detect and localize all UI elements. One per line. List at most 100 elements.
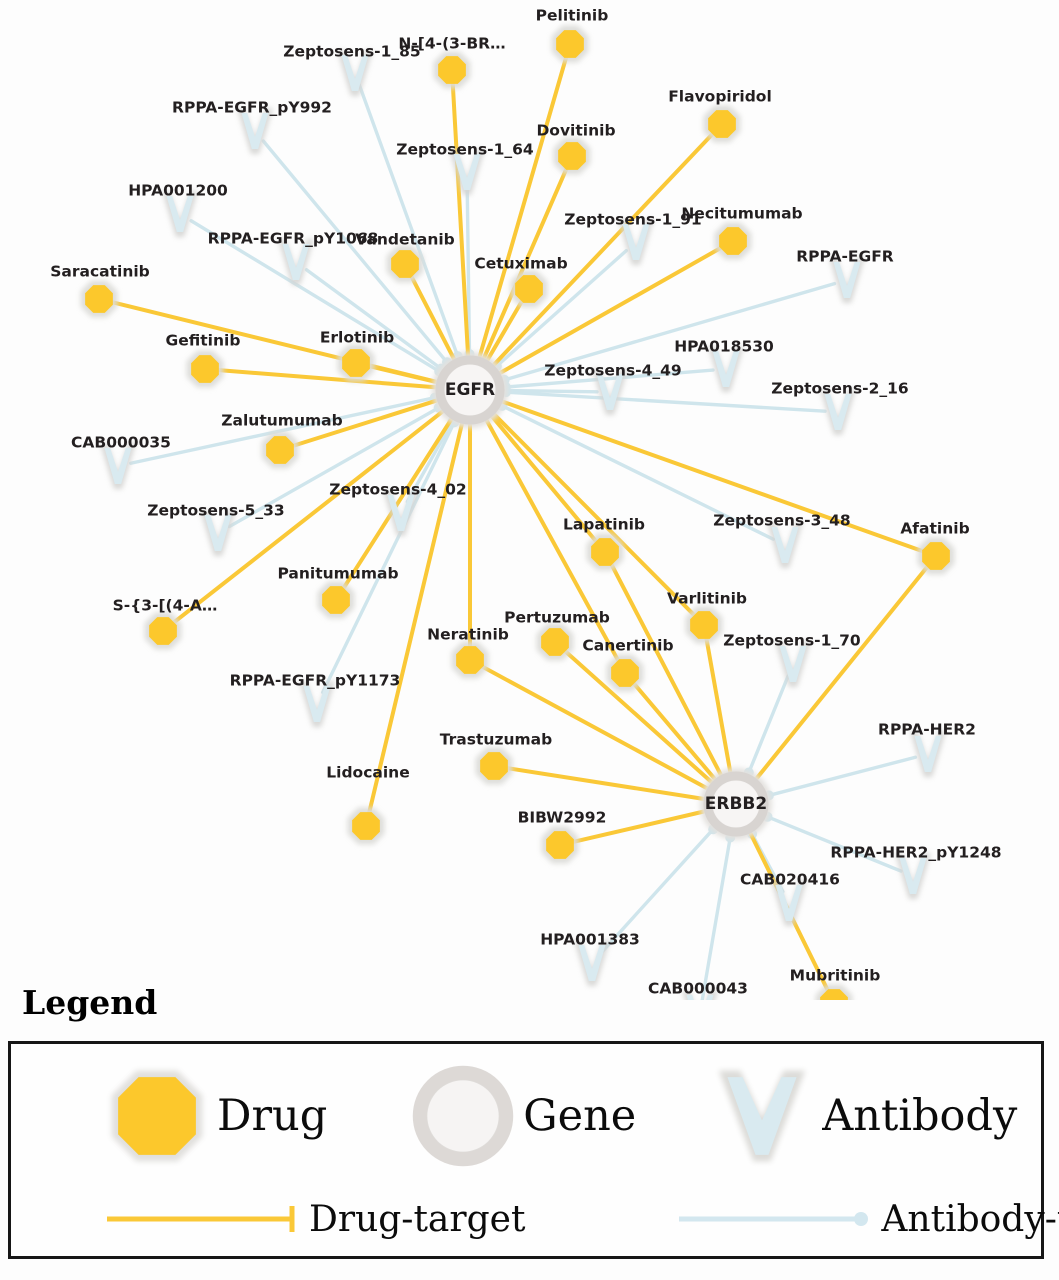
drug-target-edge — [480, 664, 709, 791]
drug-node[interactable] — [515, 275, 543, 303]
antibody-node[interactable] — [387, 495, 415, 531]
antibody-target-edge — [504, 388, 599, 394]
antibody-node[interactable] — [104, 448, 132, 484]
drug-node[interactable] — [546, 831, 574, 859]
drug-target-edge — [172, 409, 445, 625]
antibody-target-edge — [765, 815, 903, 873]
antibody-node[interactable] — [771, 527, 799, 563]
antibody-target-edge — [767, 755, 918, 798]
drug-target-edge — [216, 368, 438, 390]
drug-node[interactable] — [556, 30, 584, 58]
antibody-target-edge — [700, 835, 732, 1000]
drug-node[interactable] — [708, 110, 736, 138]
antibody-node[interactable] — [833, 262, 861, 298]
drug-node[interactable] — [611, 659, 639, 687]
antibody-node[interactable] — [166, 196, 194, 232]
drug-node-label: Varlitinib — [667, 590, 747, 608]
antibody-node[interactable] — [204, 515, 232, 551]
drug-target-edge — [409, 274, 456, 361]
antibody-node-label: RPPA-EGFR_pY992 — [172, 99, 332, 117]
antibody-target-edge — [599, 827, 715, 956]
legend-item-gene: Gene — [409, 1062, 636, 1170]
drug-node[interactable] — [352, 812, 380, 840]
drug-node-label: N-[4-(3-BR… — [398, 35, 505, 53]
antibody-node[interactable] — [712, 351, 740, 387]
antibody-node-label: Zeptosens-3_48 — [713, 512, 850, 530]
antibody-node[interactable] — [622, 224, 650, 260]
antibody-node-label: Zeptosens-4_02 — [329, 481, 466, 499]
drug-target-edge — [484, 418, 621, 663]
antibody-node[interactable] — [596, 374, 624, 410]
antibody-node[interactable] — [341, 55, 369, 91]
drug-target-edge — [704, 636, 733, 774]
legend-edge-row: Drug-target Antibody-target — [11, 1184, 1059, 1254]
drug-node[interactable] — [266, 436, 294, 464]
drug-node[interactable] — [690, 611, 718, 639]
drug-node[interactable] — [391, 250, 419, 278]
drug-node[interactable] — [322, 586, 350, 614]
antibody-node-label: Zeptosens-4_49 — [544, 362, 681, 380]
drug-target-edge — [563, 649, 714, 784]
drug-target-edge — [571, 809, 706, 844]
drug-node[interactable] — [149, 617, 177, 645]
drug-node[interactable] — [480, 752, 508, 780]
drug-node-label: BIBW2992 — [518, 809, 607, 827]
drug-node[interactable] — [456, 646, 484, 674]
drug-node[interactable] — [922, 542, 950, 570]
drug-target-edge — [632, 681, 717, 781]
antibody-node[interactable] — [899, 858, 927, 894]
legend-item-drug-target: Drug-target — [103, 1199, 525, 1240]
legend-shape-row: Drug Gene Antibody — [11, 1056, 1041, 1176]
drug-node[interactable] — [820, 989, 848, 1000]
drug-node-label: Erlotinib — [320, 329, 394, 347]
antibody-node[interactable] — [303, 686, 331, 722]
antibody-target-edge — [129, 395, 437, 465]
legend-label-drug-target: Drug-target — [309, 1198, 526, 1240]
legend-item-antibody: Antibody — [708, 1062, 1017, 1170]
antibody-node[interactable] — [824, 394, 852, 430]
drug-node[interactable] — [591, 538, 619, 566]
drug-node-label: Gefitinib — [166, 332, 241, 350]
drug-node[interactable] — [342, 349, 370, 377]
drug-node-label: Pelitinib — [536, 7, 609, 25]
antibody-node[interactable] — [686, 995, 714, 1000]
drug-octagon-icon — [111, 1070, 203, 1162]
antibody-node-label: RPPA-EGFR_pY1173 — [230, 672, 401, 690]
drug-node-label: Zalutumumab — [221, 412, 342, 430]
antibody-node-label: CAB020416 — [740, 871, 840, 889]
drug-node-label: Lapatinib — [563, 516, 645, 534]
antibody-node-label: Zeptosens-2_16 — [771, 380, 908, 398]
drug-node[interactable] — [191, 355, 219, 383]
network-graph[interactable]: Zeptosens-1_85 RPPA-EGFR_pY992 HPA001200 RP… — [0, 0, 1059, 1000]
drug-node-label: Lidocaine — [326, 764, 409, 782]
antibody-chevron-icon — [719, 1070, 806, 1162]
drug-node[interactable] — [541, 628, 569, 656]
drug-node[interactable] — [558, 142, 586, 170]
antibody-node[interactable] — [241, 113, 269, 149]
drug-target-edge — [481, 166, 569, 360]
antibody-node-label: Zeptosens-1_64 — [396, 141, 534, 159]
antibody-target-edge — [504, 390, 827, 413]
drug-node[interactable] — [438, 56, 466, 84]
antibody-node[interactable] — [453, 154, 481, 190]
legend-box: Drug Gene Antibody — [8, 1041, 1059, 1259]
antibody-node-label: RPPA-HER2 — [878, 721, 976, 739]
antibody-node[interactable] — [282, 244, 310, 280]
legend-title: Legend — [22, 983, 158, 1022]
antibody-target-edge — [747, 674, 790, 775]
antibody-node-label: RPPA-EGFR — [796, 248, 894, 266]
drug-target-edge-icon — [107, 1206, 295, 1232]
antibody-node[interactable] — [914, 736, 942, 772]
antibody-target-edge — [502, 281, 837, 382]
antibody-node-label: CAB000035 — [71, 434, 171, 452]
drug-node[interactable] — [85, 285, 113, 313]
antibody-target-edge — [227, 406, 441, 529]
antibody-node[interactable] — [775, 885, 803, 921]
drug-target-edge — [477, 55, 569, 359]
drug-target-edge — [609, 562, 723, 777]
drug-target-edge — [505, 766, 706, 801]
drug-node[interactable] — [719, 227, 747, 255]
antibody-node[interactable] — [578, 945, 606, 981]
antibody-node[interactable] — [779, 646, 807, 682]
